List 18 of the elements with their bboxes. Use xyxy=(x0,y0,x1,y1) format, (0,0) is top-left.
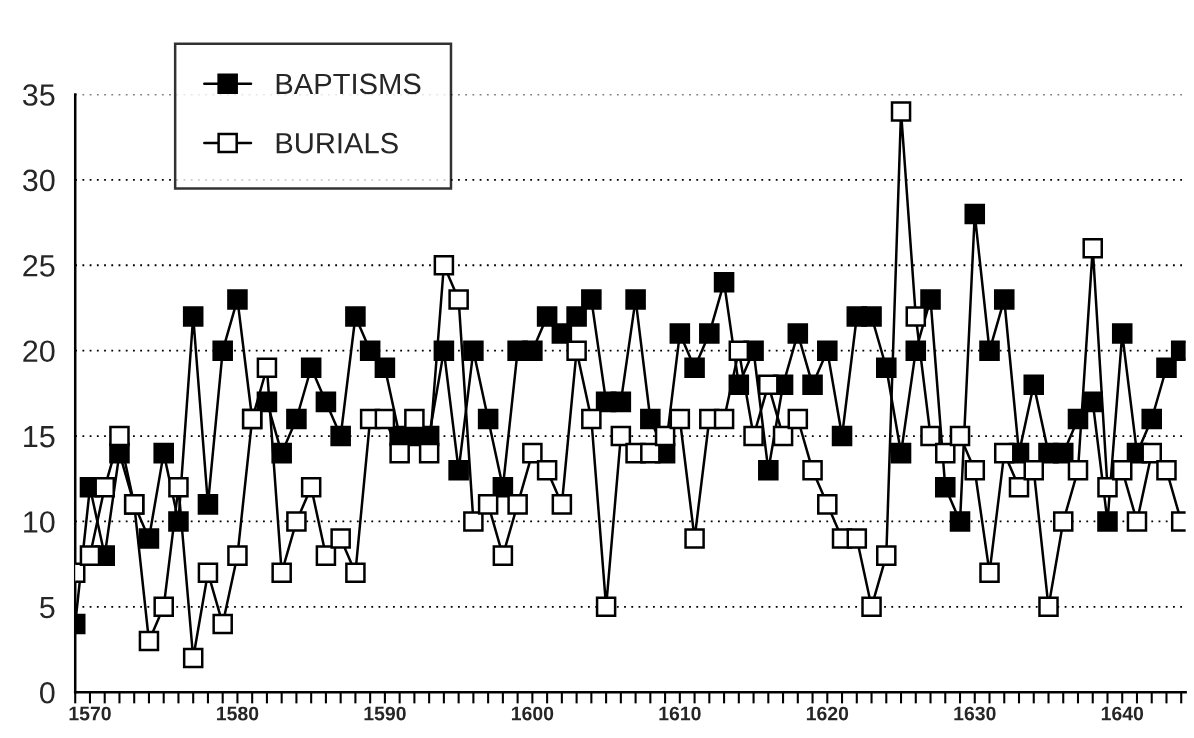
x-tick-label: 1620 xyxy=(806,706,849,721)
y-tick-label: 25 xyxy=(23,254,55,277)
y-tick-label: 20 xyxy=(23,340,55,363)
legend-label: BURIALS xyxy=(276,132,398,154)
y-tick-label: 35 xyxy=(22,84,55,106)
x-tick-label: 1600 xyxy=(511,706,554,721)
y-tick-label: 5 xyxy=(40,596,55,619)
y-tick-label: 15 xyxy=(24,426,55,448)
x-tick-label: 1610 xyxy=(659,706,701,721)
x-tick-label: 1580 xyxy=(217,706,259,721)
y-tick-label: 30 xyxy=(22,169,55,192)
x-tick-label: 1640 xyxy=(1101,706,1144,721)
x-tick-label: 1570 xyxy=(69,706,111,721)
y-tick-label: 0 xyxy=(39,681,55,704)
x-tick-label: 1630 xyxy=(954,706,996,721)
y-tick-label: 10 xyxy=(24,511,55,533)
x-tick-label: 1590 xyxy=(364,706,406,721)
legend-label: BAPTISMS xyxy=(276,73,421,95)
